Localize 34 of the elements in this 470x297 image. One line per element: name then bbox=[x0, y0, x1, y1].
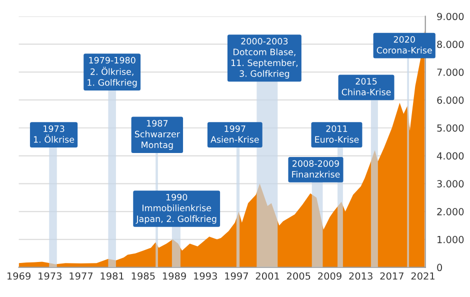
x-tick-label: 2017 bbox=[380, 272, 404, 280]
y-tick-label: 2.000 bbox=[437, 208, 464, 216]
band-label: 2020 Corona-Krise bbox=[376, 36, 432, 54]
y-tick-label: 7.000 bbox=[437, 68, 464, 76]
y-tick-label: 8.000 bbox=[437, 40, 464, 48]
y-tick-label: 4.000 bbox=[436, 152, 464, 160]
band-label: 2008-2009 Finanzkrise bbox=[292, 160, 340, 178]
x-tick-label: 2021 bbox=[411, 272, 434, 280]
x-tick-label: 1997 bbox=[225, 272, 248, 280]
x-tick-label: 1969 bbox=[7, 272, 30, 280]
x-tick-label: 2005 bbox=[286, 272, 310, 280]
band-label: 2000-2003 Dotcom Blase, 11. September, 3. Golfkrieg bbox=[231, 38, 298, 79]
x-tick-label: 1973 bbox=[38, 272, 62, 280]
band-label: 1973 1. Ölkrise bbox=[34, 125, 74, 143]
band-label: 1987 Schwarzer Montag bbox=[134, 120, 180, 150]
y-tick-label: 5.000 bbox=[437, 124, 464, 132]
y-tick-label: 1.000 bbox=[438, 236, 464, 244]
y-tick-label: 6.000 bbox=[437, 96, 464, 104]
x-tick-label: 1989 bbox=[162, 272, 186, 280]
y-tick-label: 9.000 bbox=[437, 12, 464, 20]
band-label: 2011 Euro-Krise bbox=[315, 125, 359, 143]
band-label: 2015 China-Krise bbox=[342, 78, 391, 96]
x-tick-label: 2009 bbox=[318, 272, 342, 280]
band-label: 1997 Asien-Krise bbox=[210, 125, 259, 143]
x-tick-label: 1977 bbox=[70, 272, 93, 280]
x-tick-label: 1993 bbox=[194, 272, 217, 280]
x-tick-label: 2001 bbox=[256, 272, 280, 280]
band-label: 1990 Immobilienkrise Japan, 2. Golfkrieg bbox=[136, 194, 216, 224]
y-tick-label: 0 bbox=[437, 264, 442, 272]
y-tick-label: 3.000 bbox=[437, 180, 464, 188]
band-label: 1979-1980 2. Ölkrise, 1. Golfkrieg bbox=[88, 56, 137, 88]
x-tick-label: 1985 bbox=[132, 272, 155, 280]
x-tick-label: 2013 bbox=[349, 272, 372, 280]
x-tick-label: 1981 bbox=[100, 272, 124, 280]
